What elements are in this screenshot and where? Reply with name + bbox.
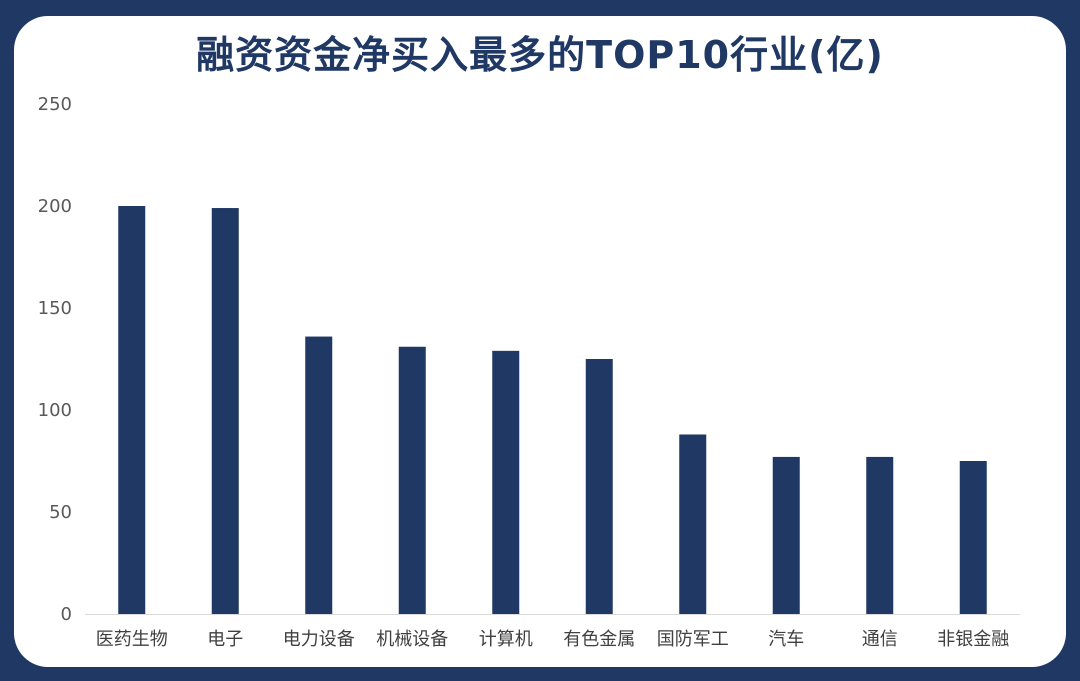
x-category-label: 国防军工 [657,629,729,650]
bar-9 [866,456,894,614]
bar-6 [585,359,613,614]
x-category-label: 电力设备 [283,629,355,650]
bar-5 [492,350,520,614]
bar-1 [118,206,146,614]
y-tick-label: 50 [49,502,72,523]
bar-8 [772,456,800,614]
x-category-label: 电子 [207,629,243,650]
y-tick-label: 100 [38,400,72,421]
x-category-label: 机械设备 [376,629,448,650]
x-category-label: 非银金融 [937,629,1009,650]
bar-4 [398,346,426,614]
x-category-label: 计算机 [479,629,533,650]
bar-10 [959,461,987,614]
bar-3 [305,336,333,614]
y-tick-label: 200 [38,196,72,217]
bar-7 [679,434,707,614]
x-category-label: 医药生物 [96,629,168,650]
x-category-label: 有色金属 [563,629,635,650]
y-tick-label: 250 [38,94,72,115]
chart-title: 融资资金净买入最多的TOP10行业(亿) [196,33,884,77]
bar-2 [211,208,239,615]
x-category-label: 汽车 [768,629,804,650]
x-category-label: 通信 [862,629,898,650]
y-tick-label: 150 [38,298,72,319]
y-tick-label: 0 [61,604,72,625]
